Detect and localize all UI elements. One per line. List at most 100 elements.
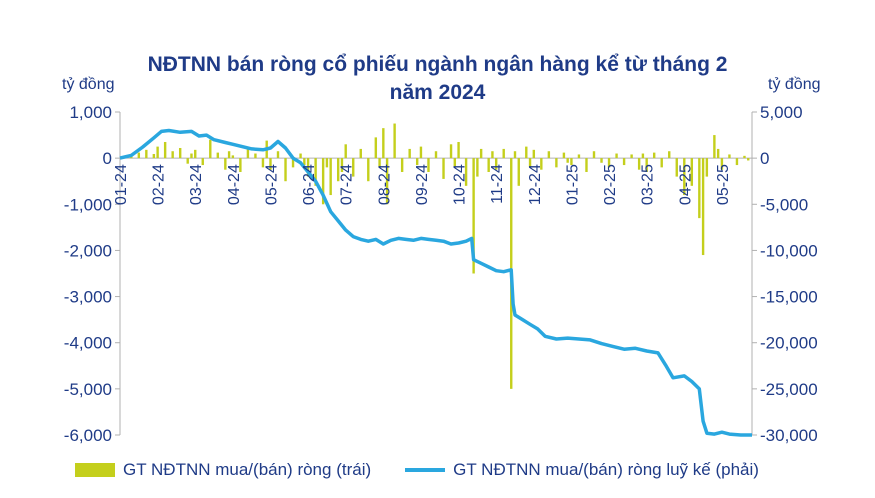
net-flow-bar xyxy=(336,158,340,182)
net-flow-bar xyxy=(321,158,325,205)
net-flow-bar xyxy=(216,152,220,159)
net-flow-bar xyxy=(254,153,257,159)
net-flow-bar xyxy=(713,135,716,159)
net-flow-bar xyxy=(171,151,174,159)
x-tick-label: 10-24 xyxy=(452,164,469,205)
net-flow-bar xyxy=(743,155,746,159)
net-flow-bar xyxy=(400,158,404,172)
net-flow-bar xyxy=(382,128,385,159)
net-flow-bar xyxy=(607,158,611,168)
x-tick-label: 02-24 xyxy=(151,164,168,205)
net-flow-bar xyxy=(156,146,159,159)
net-flow-bar xyxy=(476,158,479,177)
right-tick-label: 5,000 xyxy=(760,103,803,122)
net-flow-bar xyxy=(201,158,204,166)
legend: GT NĐTNN mua/(bán) ròng (trái) GT NĐTNN … xyxy=(75,458,793,482)
net-flow-bar xyxy=(513,151,517,159)
x-tick-label: 06-24 xyxy=(301,164,318,205)
net-flow-bar xyxy=(224,158,227,170)
net-flow-bar xyxy=(408,148,411,159)
x-tick-label: 05-24 xyxy=(263,164,280,205)
x-tick-label: 03-25 xyxy=(640,164,657,205)
net-flow-bar xyxy=(457,141,460,159)
net-flow-bar xyxy=(464,158,468,186)
net-flow-bar xyxy=(385,158,389,205)
net-flow-bar xyxy=(291,158,295,168)
net-flow-bar xyxy=(517,158,520,186)
right-tick-label: -20,000 xyxy=(760,334,818,353)
net-flow-bar xyxy=(479,148,483,159)
net-flow-bar xyxy=(683,158,686,196)
net-flow-bar xyxy=(630,154,633,159)
net-flow-bar xyxy=(547,151,551,159)
left-axis-unit: tỷ đồng xyxy=(62,76,115,93)
left-tick-label: -3,000 xyxy=(64,288,112,307)
net-flow-bar xyxy=(231,155,235,159)
net-flow-bar xyxy=(276,151,280,159)
x-tick-label: 02-25 xyxy=(602,164,619,205)
right-tick-label: -30,000 xyxy=(760,426,818,445)
net-flow-bar xyxy=(641,153,645,159)
net-flow-bar xyxy=(325,158,329,168)
net-flow-bar xyxy=(314,158,317,186)
net-flow-bar xyxy=(269,158,272,170)
right-tick-label: 0 xyxy=(760,149,769,168)
net-flow-bar xyxy=(566,158,569,163)
net-flow-bar xyxy=(239,158,242,172)
net-flow-bar xyxy=(227,151,231,159)
net-flow-bar xyxy=(163,141,167,159)
left-tick-label: -2,000 xyxy=(64,241,112,260)
net-flow-bar xyxy=(261,158,265,168)
net-flow-bar xyxy=(705,158,709,177)
net-flow-bar xyxy=(675,158,678,177)
left-tick-label: 0 xyxy=(103,149,112,168)
net-flow-bar xyxy=(600,158,603,163)
net-flow-bar xyxy=(585,158,588,172)
net-flow-bar xyxy=(645,158,648,172)
net-flow-bar xyxy=(720,158,724,170)
net-flow-bar xyxy=(415,158,419,166)
legend-label-bars: GT NĐTNN mua/(bán) ròng (trái) xyxy=(123,460,372,479)
chart-title-line-2: năm 2024 xyxy=(389,81,486,104)
net-flow-bar xyxy=(652,152,656,159)
left-tick-label: -5,000 xyxy=(64,380,112,399)
net-flow-bar xyxy=(209,139,212,159)
net-flow-bar xyxy=(178,147,182,159)
net-flow-bar xyxy=(299,153,302,159)
net-flow-bar xyxy=(637,158,641,170)
net-flow-bar xyxy=(735,158,739,166)
left-tick-label: -4,000 xyxy=(64,334,112,353)
legend-bar-swatch xyxy=(75,463,115,477)
x-tick-label: 04-24 xyxy=(226,164,243,205)
net-flow-bar xyxy=(303,158,306,166)
x-tick-label: 01-24 xyxy=(113,164,130,205)
net-flow-bar xyxy=(728,154,731,159)
net-flow-bar xyxy=(419,146,423,159)
net-flow-bar xyxy=(393,123,396,159)
left-tick-label: -1,000 xyxy=(64,195,112,214)
right-tick-label: -5,000 xyxy=(760,195,808,214)
x-tick-label: 04-25 xyxy=(677,164,694,205)
net-flow-bar xyxy=(615,153,618,159)
net-flow-bar xyxy=(359,148,362,159)
net-flow-bar xyxy=(442,158,445,179)
net-flow-bar xyxy=(374,137,378,159)
net-flow-bar xyxy=(660,158,663,168)
net-flow-bar xyxy=(434,151,438,159)
net-flow-bar xyxy=(329,158,332,196)
legend-item-line: GT NĐTNN mua/(bán) ròng luỹ kế (phải) xyxy=(405,460,759,480)
net-flow-bar xyxy=(472,158,475,274)
net-flow-bar xyxy=(453,158,457,168)
net-flow-bar xyxy=(577,154,581,159)
right-axis-unit: tỷ đồng xyxy=(768,76,821,93)
net-flow-bar xyxy=(449,144,453,159)
x-tick-label: 07-24 xyxy=(339,164,356,205)
x-tick-label: 11-24 xyxy=(489,164,506,204)
net-flow-bar xyxy=(716,148,720,159)
cumulative-line xyxy=(119,128,752,437)
net-flow-bar xyxy=(306,158,310,177)
net-flow-bar xyxy=(137,152,141,159)
net-flow-bar xyxy=(528,158,532,168)
net-flow-bar xyxy=(487,158,490,172)
